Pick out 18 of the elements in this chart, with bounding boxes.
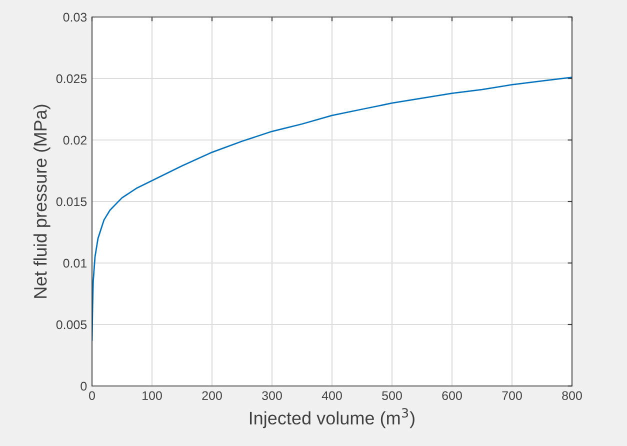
y-tick-label: 0.015: [56, 197, 87, 206]
y-tick-label: 0.025: [56, 74, 87, 84]
x-tick-label: 800: [562, 391, 582, 400]
y-tick-label: 0.03: [63, 12, 87, 22]
x-tick-label: 300: [262, 391, 282, 400]
x-tick-label: 500: [382, 391, 402, 400]
x-tick-label: 600: [442, 391, 462, 400]
x-tick-label: 100: [142, 391, 162, 400]
x-axis-title: Injected volume (m$^{3}$): [250, 408, 414, 428]
y-tick-label: 0.01: [63, 258, 87, 268]
y-tick-label: 0: [80, 382, 87, 391]
x-tick-label: 700: [502, 391, 522, 400]
y-tick-label: 0.02: [63, 136, 87, 145]
x-tick-label: 200: [202, 391, 222, 400]
x-tick-label: 0: [89, 391, 95, 400]
y-tick-label: 0.005: [56, 320, 87, 330]
x-tick-label: 400: [322, 391, 342, 400]
y-axis-title: Net fluid pressure (MPa): [33, 104, 50, 298]
